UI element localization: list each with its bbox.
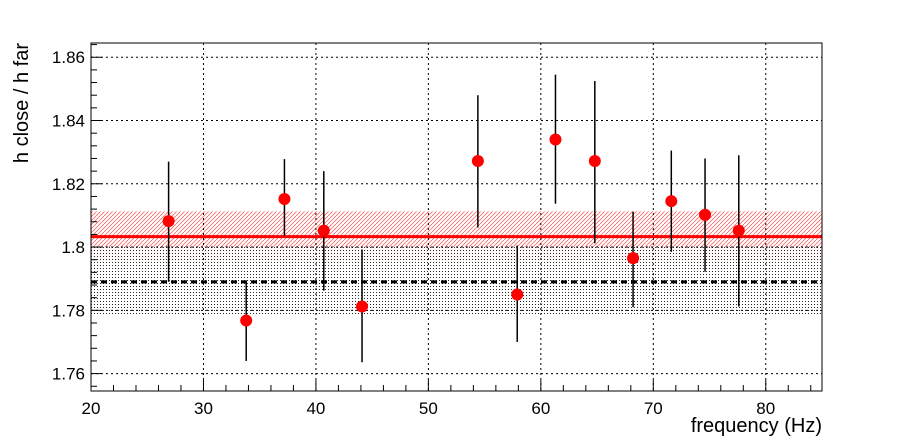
- tick-labels: 20 30 40 50 60 70 80 1.76 1.78 1.8 1.82 1.84 1.86: [52, 48, 775, 418]
- y-tick-label: 1.82: [52, 175, 85, 194]
- plot-frame: [90, 42, 823, 392]
- y-tick-label: 1.78: [52, 301, 85, 320]
- y-tick-label: 1.84: [52, 112, 85, 131]
- data-point-11: [699, 208, 712, 221]
- data-point-1: [240, 314, 253, 327]
- data-point-2: [278, 192, 291, 205]
- x-tick-label: 30: [194, 399, 213, 418]
- y-tick-label: 1.86: [52, 48, 85, 67]
- data-points: [162, 74, 745, 363]
- x-tick-label: 50: [419, 399, 438, 418]
- data-point-3: [317, 224, 330, 237]
- x-tick-label: 20: [82, 399, 101, 418]
- y-axis-title: h close / h far: [11, 43, 33, 163]
- data-point-7: [549, 133, 562, 146]
- data-point-5: [471, 155, 484, 168]
- axis-ticks: [90, 44, 812, 391]
- data-point-10: [665, 195, 678, 208]
- data-point-8: [588, 155, 601, 168]
- data-point-9: [627, 252, 640, 265]
- y-tick-label: 1.8: [61, 238, 85, 257]
- fit-bands: [91, 211, 822, 316]
- y-tick-label: 1.76: [52, 365, 85, 384]
- x-tick-label: 40: [306, 399, 325, 418]
- x-tick-label: 70: [644, 399, 663, 418]
- x-tick-label: 60: [531, 399, 550, 418]
- data-point-0: [162, 215, 175, 228]
- fit-lines: [91, 235, 822, 284]
- data-point-6: [511, 288, 524, 301]
- data-point-4: [356, 300, 369, 313]
- grid: [91, 43, 822, 391]
- x-tick-label: 80: [756, 399, 775, 418]
- x-axis-title: frequency (Hz): [691, 415, 822, 437]
- data-point-12: [732, 224, 745, 237]
